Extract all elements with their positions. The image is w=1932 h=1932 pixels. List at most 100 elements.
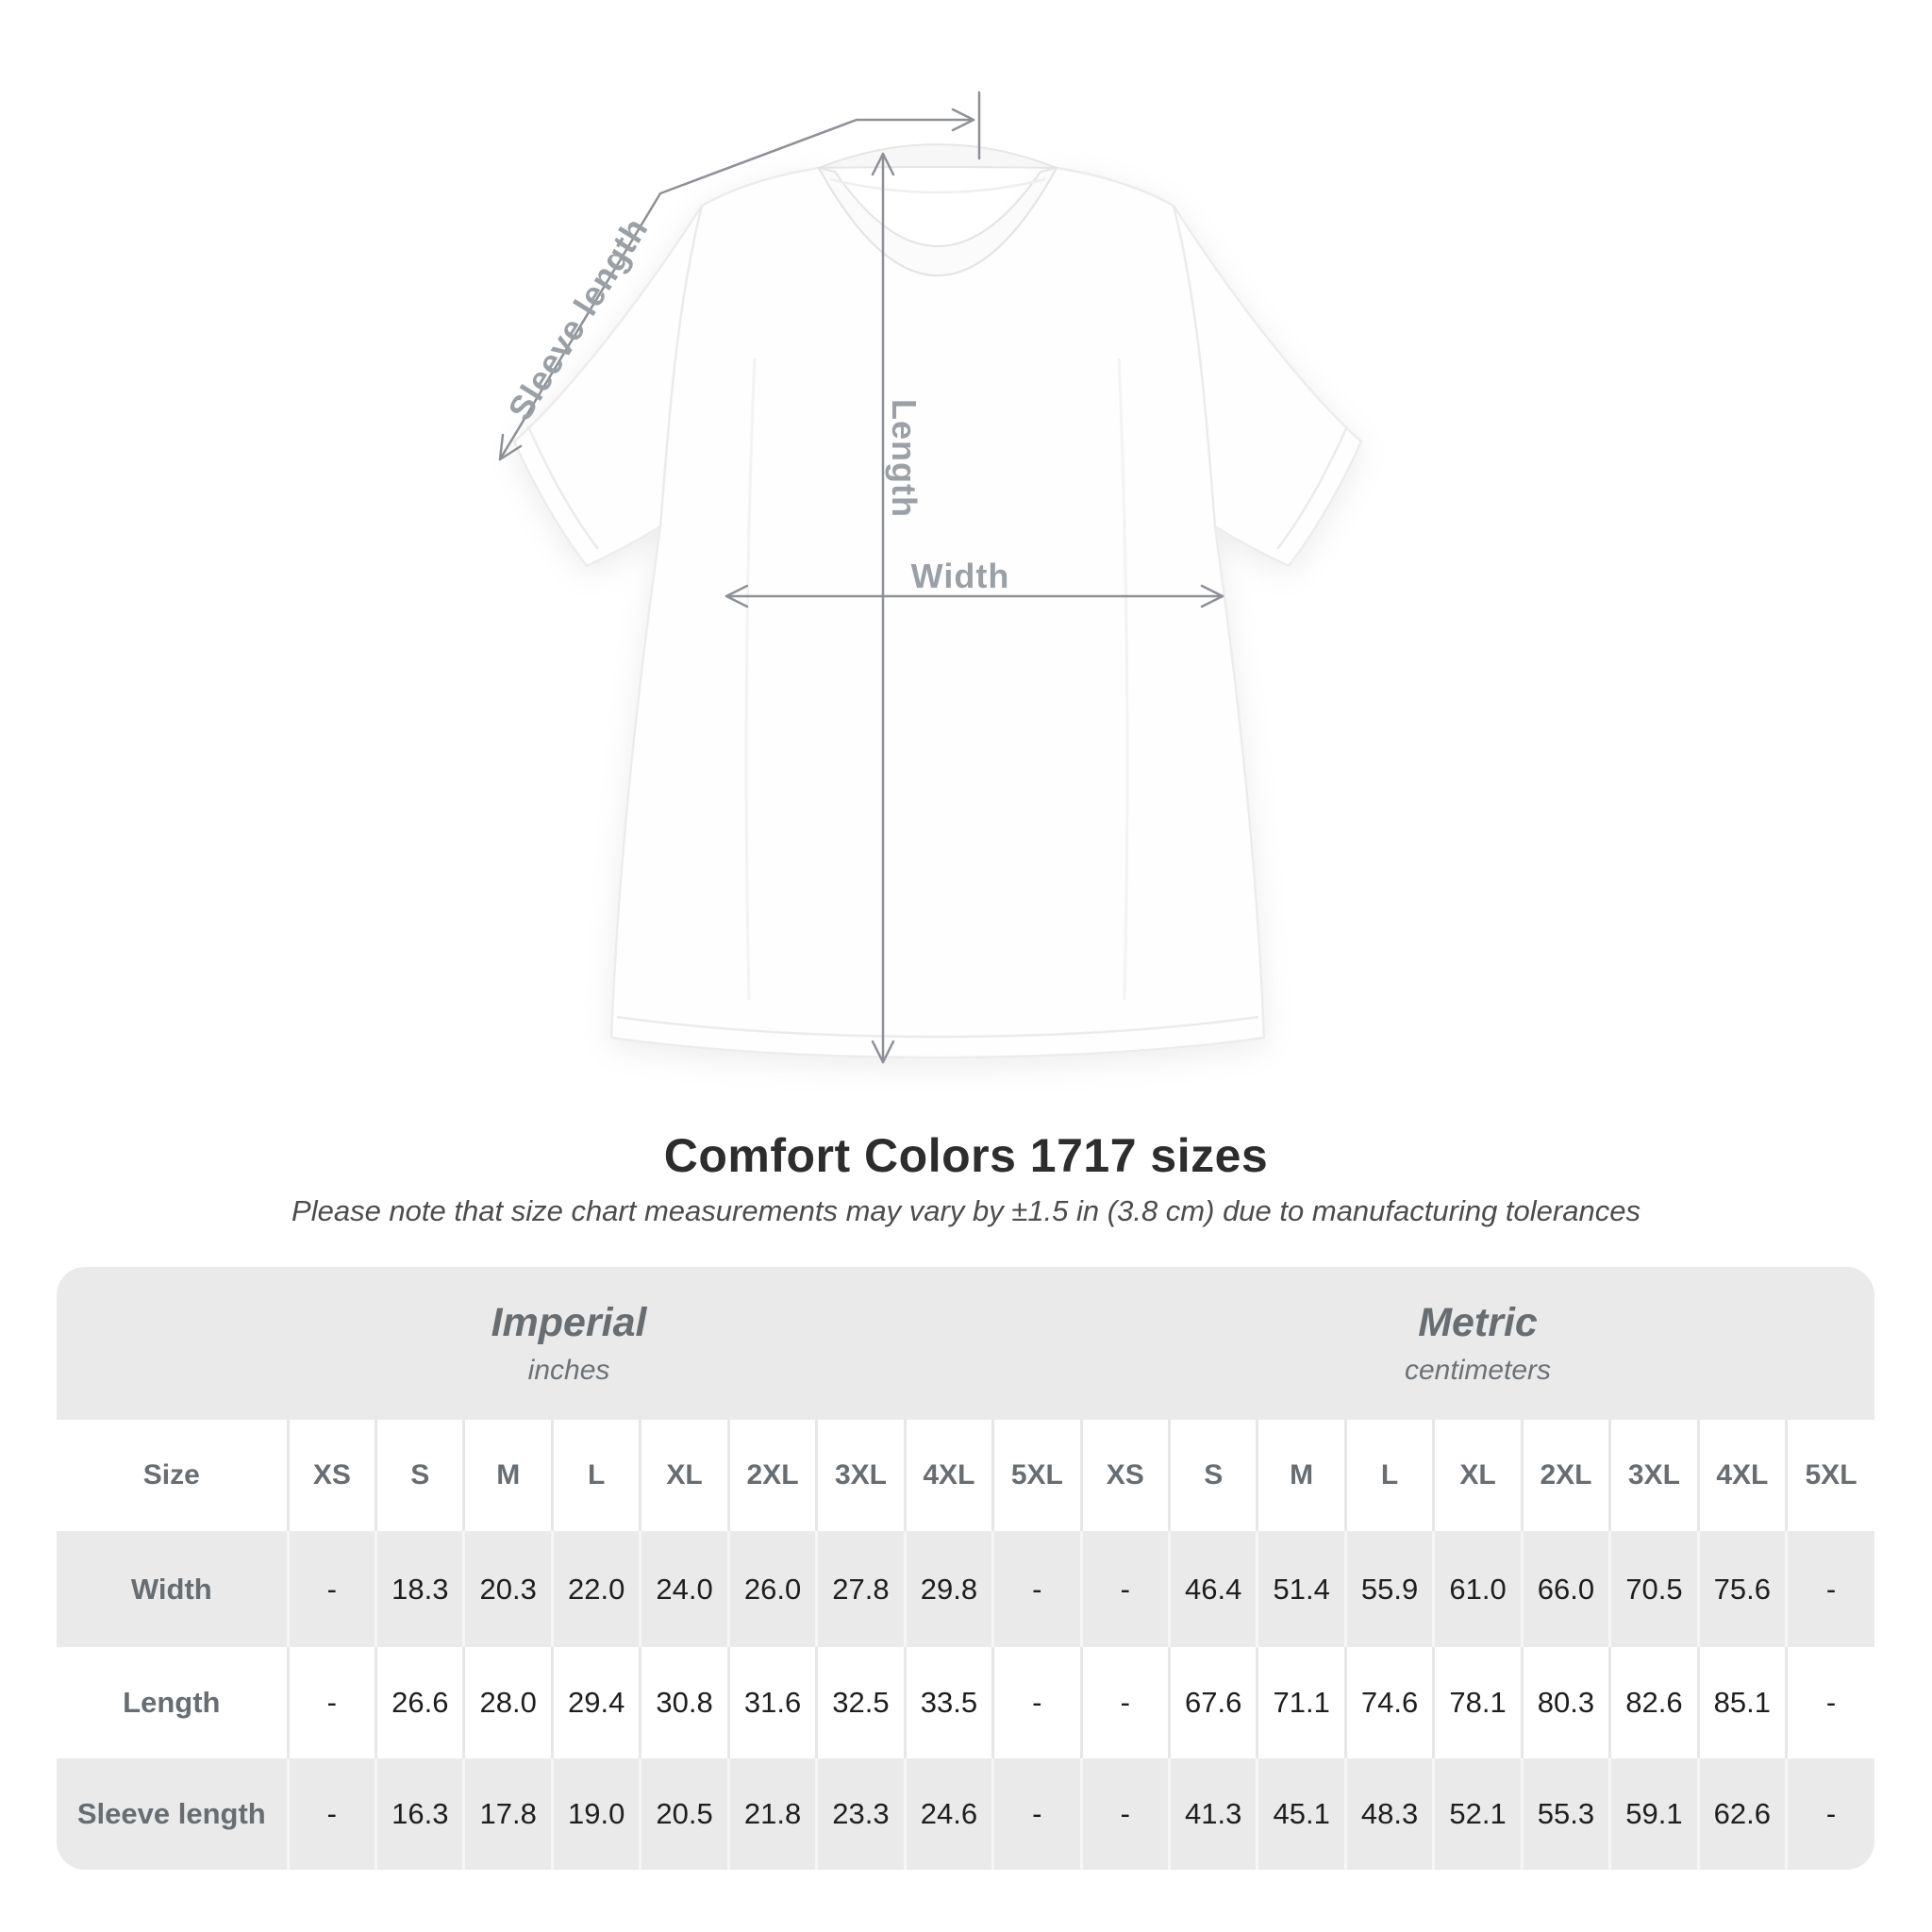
- page-subtitle: Please note that size chart measurements…: [291, 1194, 1641, 1227]
- value-cell: -: [286, 1531, 376, 1647]
- value-cell: -: [1785, 1531, 1874, 1647]
- unit-group-row: Imperial inches Metric centimeters: [57, 1267, 1874, 1420]
- value-cell: -: [286, 1758, 376, 1870]
- value-cell: 20.3: [462, 1531, 553, 1647]
- tshirt-collar: [817, 166, 1058, 276]
- value-cell: 48.3: [1343, 1758, 1434, 1870]
- size-header: M: [462, 1420, 553, 1531]
- value-cell: 24.0: [639, 1531, 729, 1647]
- value-cell: 16.3: [375, 1758, 464, 1870]
- value-cell: 33.5: [903, 1647, 993, 1758]
- row-label: Length: [123, 1686, 221, 1719]
- size-header: XL: [1432, 1420, 1523, 1531]
- value-cell: 17.8: [462, 1758, 553, 1870]
- size-header: L: [550, 1420, 641, 1531]
- value-cell: 26.6: [375, 1647, 464, 1758]
- size-header: XS: [1079, 1420, 1170, 1531]
- imperial-sublabel: inches: [527, 1354, 610, 1386]
- size-header: 2XL: [1520, 1420, 1610, 1531]
- width-arrow: [724, 584, 1224, 608]
- value-cell: 28.0: [462, 1647, 553, 1758]
- row-label: Width: [130, 1572, 212, 1606]
- value-cell: 75.6: [1696, 1531, 1787, 1647]
- value-cell: -: [1079, 1758, 1170, 1870]
- value-cell: -: [1785, 1647, 1874, 1758]
- value-cell: 67.6: [1167, 1647, 1257, 1758]
- value-cell: 70.5: [1608, 1531, 1699, 1647]
- tshirt-image: [498, 91, 1363, 1064]
- tshirt-body: [512, 166, 1363, 1059]
- value-cell: 74.6: [1343, 1647, 1434, 1758]
- size-header: 5XL: [991, 1420, 1082, 1531]
- value-cell: 30.8: [639, 1647, 729, 1758]
- tshirt-creases: [744, 358, 1129, 1001]
- size-header: 5XL: [1785, 1420, 1874, 1531]
- size-header: XL: [639, 1420, 729, 1531]
- value-cell: 20.5: [639, 1758, 729, 1870]
- table-row-width: Width - 18.3 20.3 22.0 24.0 26.0 27.8 29…: [57, 1531, 1874, 1647]
- size-header: M: [1256, 1420, 1346, 1531]
- value-cell: 80.3: [1520, 1647, 1610, 1758]
- value-cell: -: [286, 1647, 376, 1758]
- page-title: Comfort Colors 1717 sizes: [663, 1129, 1269, 1182]
- size-header: S: [1167, 1420, 1257, 1531]
- metric-group-header: Metric centimeters: [1081, 1267, 1874, 1420]
- sleeve-length-arrow: [498, 91, 981, 461]
- size-header: 4XL: [903, 1420, 993, 1531]
- value-cell: 29.4: [550, 1647, 641, 1758]
- value-cell: 21.8: [726, 1758, 817, 1870]
- value-cell: 29.8: [903, 1531, 993, 1647]
- value-cell: 24.6: [903, 1758, 993, 1870]
- size-header: XS: [286, 1420, 376, 1531]
- size-header: 4XL: [1696, 1420, 1787, 1531]
- value-cell: 23.3: [815, 1758, 906, 1870]
- value-cell: 55.3: [1520, 1758, 1610, 1870]
- value-cell: 55.9: [1343, 1531, 1434, 1647]
- metric-sublabel: centimeters: [1404, 1354, 1552, 1386]
- value-cell: -: [991, 1758, 1082, 1870]
- size-header: 3XL: [1608, 1420, 1699, 1531]
- length-label: Length: [885, 399, 924, 518]
- value-cell: 71.1: [1256, 1647, 1346, 1758]
- value-cell: 51.4: [1256, 1531, 1346, 1647]
- value-cell: -: [1079, 1531, 1170, 1647]
- value-cell: 19.0: [550, 1758, 641, 1870]
- value-cell: 78.1: [1432, 1647, 1523, 1758]
- size-column-header: Size: [142, 1459, 200, 1491]
- value-cell: 82.6: [1608, 1647, 1699, 1758]
- tshirt-back-collar: [818, 143, 1058, 169]
- size-header: 3XL: [815, 1420, 906, 1531]
- value-cell: -: [1785, 1758, 1874, 1870]
- value-cell: 22.0: [550, 1531, 641, 1647]
- row-label: Sleeve length: [76, 1797, 266, 1830]
- value-cell: -: [991, 1647, 1082, 1758]
- size-header: L: [1343, 1420, 1434, 1531]
- tshirt-seams: [526, 177, 1349, 1039]
- size-header: S: [375, 1420, 464, 1531]
- value-cell: 27.8: [815, 1531, 906, 1647]
- value-cell: -: [1079, 1647, 1170, 1758]
- size-header: 2XL: [726, 1420, 817, 1531]
- value-cell: 66.0: [1520, 1531, 1610, 1647]
- value-cell: 26.0: [726, 1531, 817, 1647]
- length-arrow: [871, 152, 895, 1064]
- value-cell: 31.6: [726, 1647, 817, 1758]
- table-row-sleeve-length: Sleeve length - 16.3 17.8 19.0 20.5 21.8…: [57, 1758, 1874, 1870]
- value-cell: 41.3: [1167, 1758, 1257, 1870]
- width-label: Width: [910, 557, 1010, 595]
- value-cell: 62.6: [1696, 1758, 1787, 1870]
- value-cell: 32.5: [815, 1647, 906, 1758]
- value-cell: 52.1: [1432, 1758, 1523, 1870]
- imperial-label: Imperial: [491, 1300, 647, 1346]
- value-cell: 61.0: [1432, 1531, 1523, 1647]
- table-row-length: Length - 26.6 28.0 29.4 30.8 31.6 32.5 3…: [57, 1647, 1874, 1758]
- size-table: Imperial inches Metric centimeters Size …: [57, 1267, 1874, 1870]
- value-cell: 18.3: [375, 1531, 464, 1647]
- value-cell: 85.1: [1696, 1647, 1787, 1758]
- value-cell: 46.4: [1167, 1531, 1257, 1647]
- value-cell: 59.1: [1608, 1758, 1699, 1870]
- value-cell: -: [991, 1531, 1082, 1647]
- value-cell: 45.1: [1256, 1758, 1346, 1870]
- size-header-row: Size XS S M L XL 2XL 3XL 4XL 5XL XS S M …: [57, 1420, 1874, 1531]
